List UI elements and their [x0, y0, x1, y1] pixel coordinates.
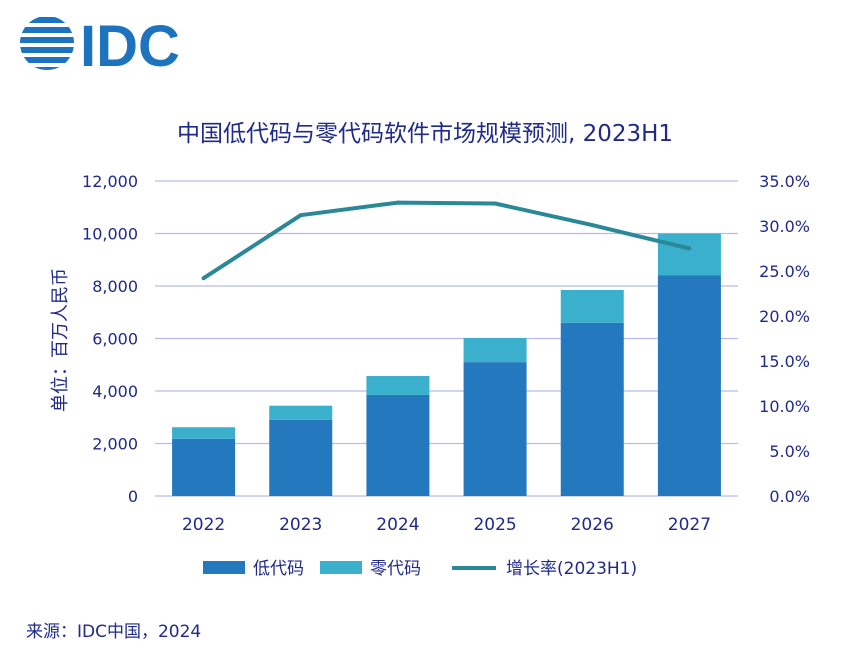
bar-nocode	[463, 337, 527, 363]
legend: 低代码 零代码 增长率(2023H1)	[203, 559, 637, 579]
y-tick-label: 2,000	[92, 435, 138, 454]
y-tick-label: 6,000	[92, 330, 138, 349]
bar-lowcode	[172, 438, 236, 496]
bar-lowcode	[560, 322, 624, 496]
y-tick-label: 8,000	[92, 277, 138, 296]
bar-lowcode	[657, 275, 721, 496]
growth-rate-point	[298, 213, 303, 218]
bar-nocode	[560, 289, 624, 323]
y2-tick-label: 5.0%	[769, 442, 810, 461]
growth-rate-point	[395, 200, 400, 205]
legend-label: 增长率(2023H1)	[506, 559, 637, 579]
x-axis: 2022 2023 2024 2025 2026 2027	[182, 515, 711, 535]
y-tick-label: 12,000	[82, 172, 138, 191]
idc-logo: IDC	[20, 14, 180, 74]
growth-rate-point	[493, 201, 498, 206]
growth-rate-point	[687, 246, 692, 251]
bar-nocode	[269, 405, 333, 420]
growth-rate-point	[590, 223, 595, 228]
x-tick-label: 2024	[376, 515, 419, 535]
gridlines	[155, 180, 738, 497]
growth-rate-point	[201, 276, 206, 281]
bar-lowcode	[269, 419, 333, 496]
y-tick-label: 4,000	[92, 382, 138, 401]
y-axis-label: 单位：百万人民币	[50, 268, 71, 412]
y-tick-label: 0	[128, 487, 138, 506]
globe-icon	[20, 17, 74, 70]
y2-tick-label: 30.0%	[759, 217, 810, 236]
x-tick-label: 2023	[279, 515, 322, 535]
x-tick-label: 2022	[182, 515, 225, 535]
y2-tick-label: 10.0%	[759, 397, 810, 416]
growth-rate-line	[202, 200, 690, 280]
x-tick-label: 2027	[668, 515, 711, 535]
legend-label: 低代码	[253, 559, 304, 579]
y2-tick-label: 25.0%	[759, 262, 810, 281]
bars	[172, 233, 721, 496]
y2-tick-label: 35.0%	[759, 172, 810, 191]
bar-lowcode	[463, 362, 527, 496]
legend-swatch	[203, 561, 245, 574]
bar-nocode	[172, 427, 236, 439]
x-tick-label: 2025	[473, 515, 516, 535]
growth-line	[201, 200, 692, 281]
bar-nocode	[657, 233, 721, 276]
y2-tick-label: 20.0%	[759, 307, 810, 326]
x-tick-label: 2026	[571, 515, 614, 535]
y2-tick-label: 15.0%	[759, 352, 810, 371]
chart-title: 中国低代码与零代码软件市场规模预测, 2023H1	[177, 121, 673, 147]
legend-swatch	[320, 561, 362, 574]
logo-text: IDC	[80, 14, 180, 74]
source-note: 来源：IDC中国，2024	[26, 622, 202, 642]
y-axis-right: 0.0% 5.0% 10.0% 15.0% 20.0% 25.0% 30.0% 35.0%	[759, 172, 810, 506]
bar-nocode	[366, 376, 430, 395]
legend-label: 零代码	[370, 559, 421, 579]
y2-tick-label: 0.0%	[769, 487, 810, 506]
y-axis-left: 0 2,000 4,000 6,000 8,000 10,000 12,000	[82, 172, 138, 506]
bar-lowcode	[366, 394, 430, 496]
y-tick-label: 10,000	[82, 225, 138, 244]
